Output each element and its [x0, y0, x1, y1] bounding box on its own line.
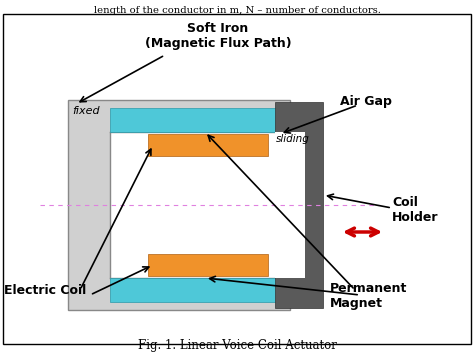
Text: Coil
Holder: Coil Holder [392, 196, 438, 224]
Bar [148, 134, 268, 156]
Bar [275, 132, 305, 278]
Bar [275, 102, 323, 308]
Text: Electric Coil: Electric Coil [4, 284, 86, 297]
Bar [110, 278, 300, 302]
Text: sliding: sliding [276, 134, 310, 144]
Text: Permanent
Magnet: Permanent Magnet [330, 282, 407, 310]
Text: length of the conductor in m, N – number of conductors.: length of the conductor in m, N – number… [93, 6, 381, 15]
Text: fixed: fixed [72, 106, 100, 116]
Text: Fig. 1. Linear Voice Coil Actuator: Fig. 1. Linear Voice Coil Actuator [137, 339, 337, 352]
Bar [148, 254, 268, 276]
Text: Soft Iron
(Magnetic Flux Path): Soft Iron (Magnetic Flux Path) [145, 22, 292, 50]
Bar [68, 100, 290, 310]
Bar [110, 108, 300, 132]
Bar [110, 132, 290, 278]
Text: Air Gap: Air Gap [340, 95, 392, 108]
